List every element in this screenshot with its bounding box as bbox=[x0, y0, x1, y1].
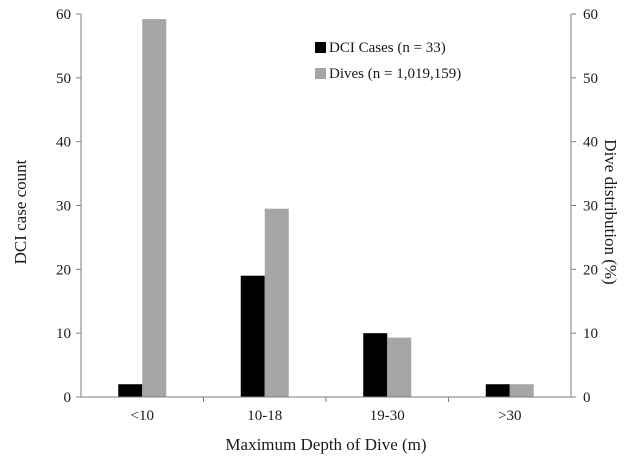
bars-group bbox=[118, 19, 534, 398]
y2-tick-label: 50 bbox=[583, 71, 598, 87]
x-axis-title: Maximum Depth of Dive (m) bbox=[225, 435, 426, 454]
y-tick-label: 30 bbox=[56, 199, 71, 215]
y-tick-label: 50 bbox=[56, 71, 71, 87]
y-tick-label: 20 bbox=[56, 262, 71, 278]
x-tick-label: 19-30 bbox=[370, 408, 405, 424]
y2-tick-label: 40 bbox=[583, 135, 598, 151]
y2-tick-label: 10 bbox=[583, 326, 598, 342]
legend-label-dci: DCI Cases (n = 33) bbox=[329, 40, 446, 56]
y-tick-label: 40 bbox=[56, 135, 71, 151]
y2-tick-label: 0 bbox=[583, 390, 591, 406]
bar-dci-cases bbox=[240, 275, 265, 397]
y-tick-label: 60 bbox=[56, 7, 71, 23]
y-axis-title: DCI case count bbox=[11, 159, 30, 264]
x-tick-label: <10 bbox=[131, 408, 154, 424]
y2-tick-label: 20 bbox=[583, 262, 598, 278]
y-tick-label: 10 bbox=[56, 326, 71, 342]
y2-axis-title: Dive distribution (%) bbox=[601, 139, 620, 284]
bar-dives bbox=[142, 19, 167, 398]
y2-tick-label: 60 bbox=[583, 7, 598, 23]
x-tick-label: 10-18 bbox=[247, 408, 282, 424]
bar-dci-cases bbox=[485, 384, 510, 397]
bar-dci-cases bbox=[118, 384, 143, 397]
bar-dci-cases bbox=[363, 333, 388, 397]
ticks-group: 0 10 20 30 40 50 60 0 10 20 30 40 50 60 <10 10-18 19-30 >… bbox=[56, 7, 598, 424]
bar-dives bbox=[509, 384, 534, 397]
legend-label-dives: Dives (n = 1,019,159) bbox=[329, 66, 461, 82]
x-tick-label: >30 bbox=[498, 408, 521, 424]
legend-swatch-dives bbox=[315, 68, 326, 79]
y-tick-label: 0 bbox=[64, 390, 72, 406]
legend: DCI Cases (n = 33) Dives (n = 1,019,159) bbox=[315, 40, 461, 82]
legend-swatch-dci bbox=[315, 42, 326, 53]
y2-tick-label: 30 bbox=[583, 199, 598, 215]
bar-dives bbox=[387, 337, 412, 397]
bar-dives bbox=[264, 208, 289, 397]
